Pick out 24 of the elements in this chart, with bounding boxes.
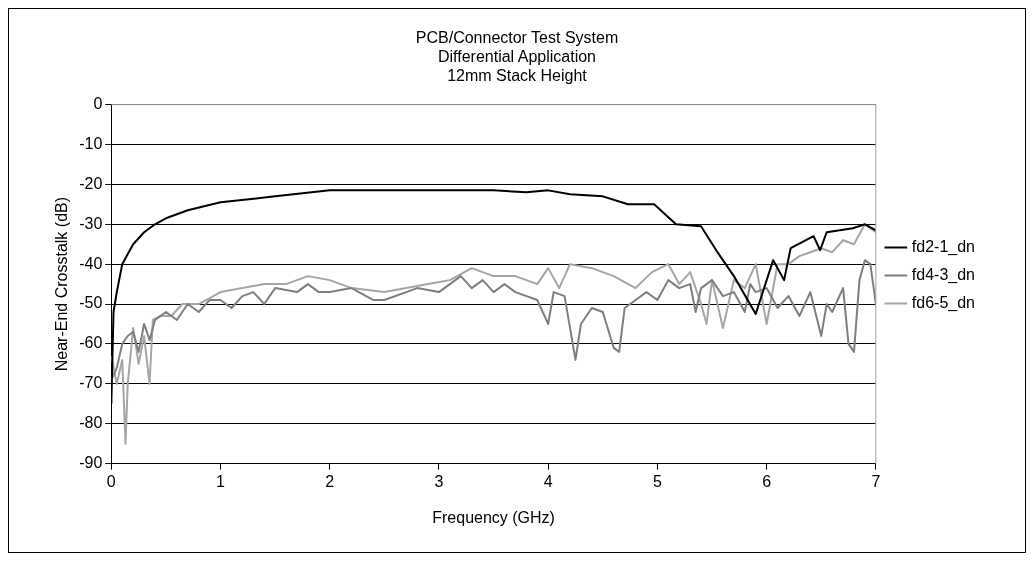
legend-label: fd4-3_dn: [911, 265, 976, 284]
y-tick-label: -30: [79, 214, 103, 232]
y-tick-label: -40: [79, 254, 103, 272]
y-tick-label: -80: [79, 414, 103, 432]
y-tick-label: -60: [79, 334, 103, 352]
x-tick-label: 2: [325, 472, 335, 490]
legend-label: fd2-1_dn: [911, 237, 976, 256]
y-tick-label: -90: [79, 454, 103, 472]
x-tick-label: 4: [543, 472, 553, 490]
x-tick-label: 3: [434, 472, 444, 490]
y-tick-label: -10: [79, 134, 103, 152]
y-tick-label: 0: [93, 95, 103, 113]
legend-label: fd6-5_dn: [911, 293, 976, 312]
x-tick-label: 6: [762, 472, 772, 490]
x-tick-label: 7: [871, 472, 881, 490]
x-tick-label: 1: [216, 472, 226, 490]
x-tick-label: 0: [106, 472, 116, 490]
y-tick-label: -50: [79, 294, 103, 312]
chart-title: PCB/Connector Test System Differential Application 12mm Stack Height: [415, 29, 619, 85]
y-tick-label: -70: [79, 374, 103, 392]
y-axis-title: Near-End Crosstalk (dB): [53, 196, 71, 372]
x-axis-title: Frequency (GHz): [432, 508, 555, 526]
y-tick-label: -20: [79, 174, 103, 192]
x-tick-label: 5: [652, 472, 662, 490]
